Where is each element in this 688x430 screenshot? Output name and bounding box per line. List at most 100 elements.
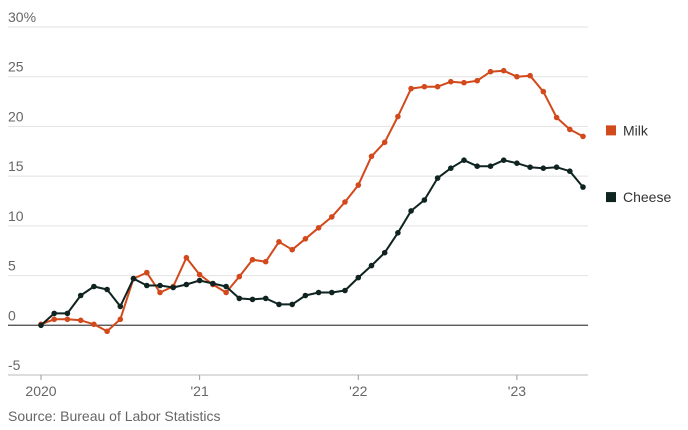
grid-lines xyxy=(8,26,588,376)
cheese-data-point xyxy=(276,301,282,308)
cheese-data-point xyxy=(315,289,322,296)
y-tick-label: 5 xyxy=(8,258,16,274)
milk-data-point xyxy=(117,316,124,323)
milk-data-point xyxy=(262,258,269,265)
cheese-data-point xyxy=(553,164,560,170)
x-axis-tick-labels: 2020 '21 '22 '23 xyxy=(25,375,526,399)
y-axis-tick-labels: 30% 25 20 15 10 5 0 -5 xyxy=(8,9,36,373)
cheese-data-point xyxy=(157,282,163,289)
milk-data-point xyxy=(355,182,362,188)
milk-data-point xyxy=(540,88,547,95)
x-tick-label: 2020 xyxy=(25,383,56,399)
cheese-data-point xyxy=(130,275,137,282)
milk-data-point xyxy=(368,153,375,160)
cheese-data-point xyxy=(144,282,150,289)
cheese-data-point xyxy=(448,165,454,171)
cheese-data-point xyxy=(487,163,494,169)
milk-legend-label: Milk xyxy=(623,122,649,138)
milk-legend-swatch xyxy=(606,125,616,136)
milk-data-point xyxy=(249,256,256,263)
milk-data-point xyxy=(157,289,163,296)
cheese-data-point xyxy=(223,283,229,290)
y-tick-label: 25 xyxy=(8,59,24,75)
cheese-data-point xyxy=(368,262,375,269)
milk-data-point xyxy=(381,139,388,146)
milk-data-point xyxy=(408,85,414,92)
milk-series-line xyxy=(40,69,584,333)
y-tick-label: 15 xyxy=(8,158,24,174)
cheese-data-point xyxy=(210,280,216,287)
cheese-data-point xyxy=(580,184,586,190)
x-tick-label: '21 xyxy=(191,383,209,399)
cheese-data-point xyxy=(51,310,57,317)
x-tick-label: '22 xyxy=(349,383,367,399)
milk-data-point xyxy=(342,199,348,205)
cheese-data-point xyxy=(38,322,44,329)
cheese-data-point xyxy=(249,296,256,303)
cheese-data-point xyxy=(183,281,190,288)
milk-data-point xyxy=(64,316,71,323)
legend: Milk Cheese xyxy=(606,122,671,205)
milk-data-point xyxy=(77,317,84,324)
milk-data-point xyxy=(500,67,507,74)
cheese-data-point xyxy=(434,175,441,181)
cheese-data-point xyxy=(474,163,481,169)
cheese-data-point xyxy=(302,292,309,299)
cheese-data-point xyxy=(236,295,243,302)
milk-data-point xyxy=(461,79,467,86)
milk-data-point xyxy=(223,289,229,296)
milk-data-point xyxy=(91,321,97,328)
cheese-data-point xyxy=(408,208,414,214)
milk-data-point xyxy=(474,77,481,84)
milk-data-point xyxy=(448,78,454,85)
cheese-data-point xyxy=(91,283,97,290)
milk-data-point xyxy=(276,239,282,245)
cheese-data-point xyxy=(540,165,547,171)
milk-data-point xyxy=(302,236,309,242)
milk-data-point xyxy=(487,68,494,75)
cheese-data-point xyxy=(527,164,533,170)
series-lines xyxy=(38,67,586,335)
cheese-data-point xyxy=(567,168,573,174)
cheese-data-point xyxy=(342,287,348,294)
cheese-data-point xyxy=(381,249,388,256)
source-note: Source: Bureau of Labor Statistics xyxy=(8,408,221,424)
milk-data-point xyxy=(329,214,335,220)
milk-data-point xyxy=(580,133,586,140)
cheese-data-point xyxy=(196,277,203,284)
milk-data-point xyxy=(514,73,520,80)
milk-data-point xyxy=(315,225,322,231)
cheese-data-point xyxy=(289,301,296,308)
milk-data-point xyxy=(236,273,243,280)
milk-data-point xyxy=(527,72,533,79)
y-tick-label: -5 xyxy=(8,357,21,373)
cheese-data-point xyxy=(64,310,71,317)
milk-data-point xyxy=(104,328,110,335)
cheese-data-point xyxy=(461,157,467,163)
y-tick-label: 0 xyxy=(8,307,16,323)
cheese-data-point xyxy=(262,295,269,302)
cheese-data-point xyxy=(117,303,124,310)
cheese-data-point xyxy=(77,292,84,299)
cheese-data-point xyxy=(395,230,401,236)
milk-data-point xyxy=(553,114,560,121)
y-tick-label: 10 xyxy=(8,208,24,224)
milk-data-point xyxy=(51,316,57,323)
milk-data-point xyxy=(567,126,573,133)
y-tick-label: 20 xyxy=(8,108,24,124)
cheese-data-point xyxy=(500,157,507,163)
cheese-data-point xyxy=(170,284,176,291)
cheese-data-point xyxy=(329,289,335,296)
milk-data-point xyxy=(289,246,296,253)
x-tick-label: '23 xyxy=(508,383,526,399)
cheese-legend-label: Cheese xyxy=(623,189,671,205)
y-tick-label: 30% xyxy=(8,9,36,25)
cheese-data-point xyxy=(514,160,520,166)
cheese-legend-swatch xyxy=(606,192,616,203)
cheese-data-point xyxy=(421,197,428,203)
milk-data-point xyxy=(434,83,441,90)
cheese-data-point xyxy=(355,274,362,281)
milk-data-point xyxy=(196,271,203,278)
cheese-series-line xyxy=(40,159,584,327)
milk-data-point xyxy=(144,269,150,276)
